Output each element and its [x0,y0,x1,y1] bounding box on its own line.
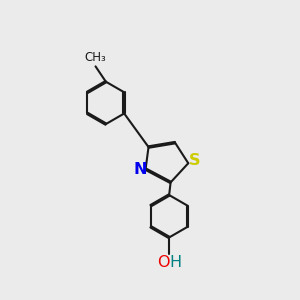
Text: N: N [134,162,147,177]
Text: O: O [158,255,170,270]
Text: S: S [189,153,200,168]
Text: CH₃: CH₃ [85,51,106,64]
Text: H: H [169,255,182,270]
